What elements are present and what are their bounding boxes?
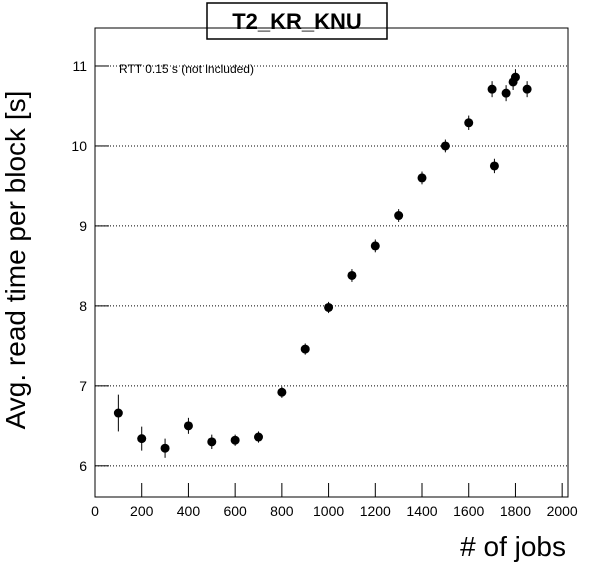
x-tick-label: 1400 [406, 503, 437, 519]
data-point [501, 88, 511, 98]
data-point [113, 408, 123, 418]
x-tick-label: 400 [177, 503, 201, 519]
data-point [183, 421, 193, 431]
y-tick-label: 8 [79, 298, 87, 314]
data-point [510, 72, 520, 82]
data-point [464, 118, 474, 128]
y-tick-label: 6 [79, 458, 87, 474]
data-point [324, 302, 334, 312]
data-point [440, 141, 450, 151]
x-tick-label: 2000 [547, 503, 578, 519]
data-point [277, 387, 287, 397]
y-tick-label: 10 [71, 138, 87, 154]
data-point [522, 84, 532, 94]
data-point [417, 173, 427, 183]
x-tick-label: 800 [270, 503, 294, 519]
x-tick-label: 1800 [500, 503, 531, 519]
y-tick-label: 11 [72, 58, 87, 74]
x-tick-label: 1600 [453, 503, 484, 519]
data-point [160, 443, 170, 453]
y-tick-label: 9 [79, 218, 87, 234]
x-tick-label: 200 [130, 503, 154, 519]
annotation: RTT 0.15 s (not included) [119, 62, 254, 76]
plot-frame [94, 27, 569, 498]
y-axis-label: Avg. read time per block [s] [0, 91, 31, 430]
data-point [207, 437, 217, 447]
data-point [254, 432, 264, 442]
data-point [300, 344, 310, 354]
chart-title: T2_KR_KNU [232, 9, 362, 34]
x-tick-label: 1000 [313, 503, 344, 519]
x-tick-label: 0 [91, 503, 99, 519]
x-axis-label: # of jobs [460, 531, 566, 562]
data-point [370, 241, 380, 251]
data-point [347, 270, 357, 280]
x-tick-label: 600 [223, 503, 247, 519]
data-point [487, 84, 497, 94]
data-point [394, 211, 404, 221]
y-tick-label: 7 [79, 378, 87, 394]
x-tick-label: 1200 [360, 503, 391, 519]
title-box [206, 2, 388, 40]
data-point [489, 161, 499, 171]
data-point [137, 434, 147, 444]
data-point [230, 435, 240, 445]
